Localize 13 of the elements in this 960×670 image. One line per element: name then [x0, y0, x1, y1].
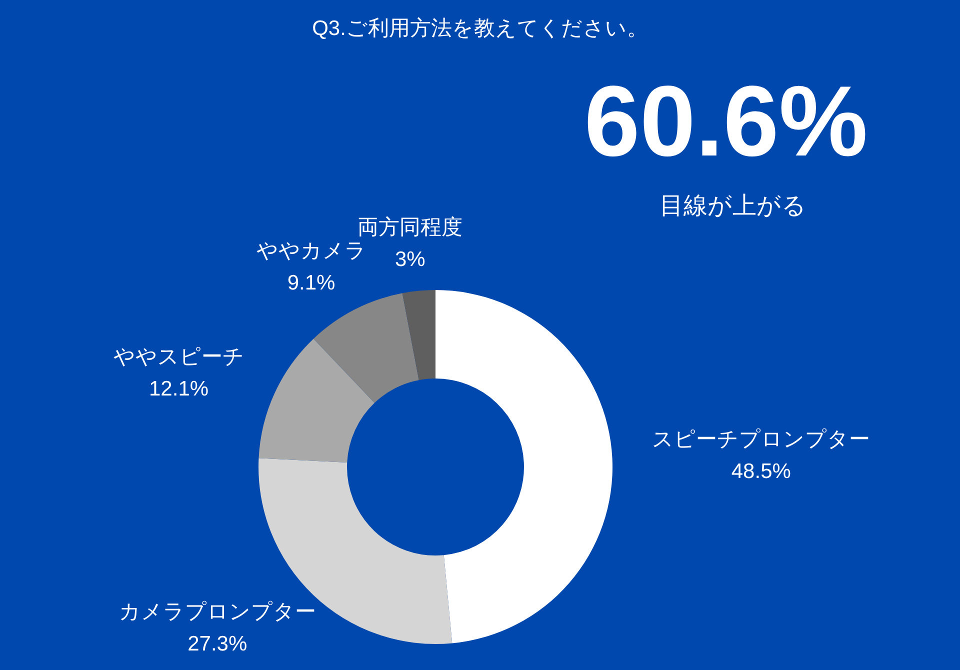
data-label: 48.5%: [731, 460, 791, 484]
data-label: 9.1%: [287, 272, 336, 295]
slice-label: ややカメラ: [256, 240, 366, 263]
data-label: 12.1%: [148, 377, 209, 400]
slice-label: カメラプロンプター: [118, 600, 316, 624]
slice-label: 両方同程度: [358, 216, 463, 239]
slice-label: スピーチプロンプター: [652, 428, 870, 452]
text: 目線が上がる: [660, 192, 806, 220]
slice-label: ややスピーチ: [113, 345, 244, 368]
text: 60.6%: [584, 66, 868, 178]
data-label: 27.3%: [188, 632, 248, 656]
data-label: 3%: [394, 248, 426, 271]
chart-title: Q3.ご利用方法を教えてください。: [312, 16, 648, 40]
